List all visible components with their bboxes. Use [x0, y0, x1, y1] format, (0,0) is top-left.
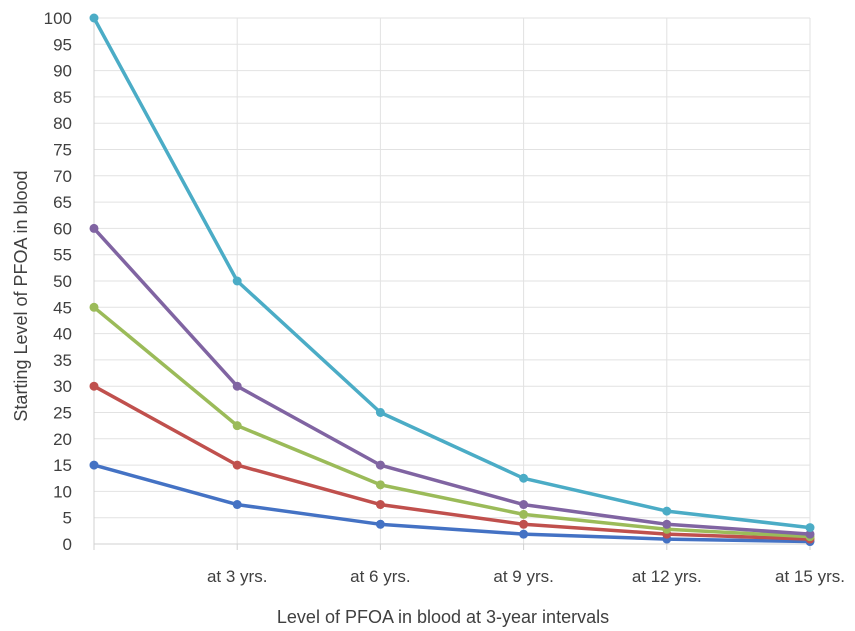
x-tick-label: at 12 yrs.	[632, 567, 702, 586]
data-point	[375, 460, 385, 470]
y-tick-label: 85	[53, 88, 72, 107]
x-axis-ticks: at 3 yrs. at 6 yrs. at 9 yrs. at 12 yrs. at …	[93, 544, 845, 586]
x-tick-label: at 6 yrs.	[350, 567, 410, 586]
data-point	[519, 500, 529, 510]
series-line	[92, 305, 812, 539]
data-point	[805, 529, 815, 539]
y-axis-ticks: 0 5 10 15 20 25 30 35 40 45 50 55 60 65 70 75 80 85 90 95 10…	[44, 9, 72, 554]
y-tick-label: 15	[53, 456, 72, 475]
data-point	[519, 509, 529, 519]
data-point	[89, 302, 99, 312]
y-tick-label: 80	[53, 114, 72, 133]
y-tick-label: 100	[44, 9, 72, 28]
y-tick-label: 5	[63, 509, 72, 528]
data-point	[89, 223, 99, 233]
data-point	[89, 460, 99, 470]
y-tick-label: 30	[53, 377, 72, 396]
axes	[93, 18, 810, 545]
series-1	[89, 460, 815, 547]
data-point	[232, 500, 242, 510]
series-3	[89, 302, 815, 542]
grid	[94, 17, 811, 544]
data-point	[232, 460, 242, 470]
data-point	[519, 529, 529, 539]
x-tick-label: at 9 yrs.	[493, 567, 553, 586]
data-point	[662, 519, 672, 529]
series-line	[92, 16, 812, 530]
series-group	[89, 13, 815, 547]
y-tick-label: 20	[53, 430, 72, 449]
series-2	[89, 381, 815, 544]
y-tick-label: 25	[53, 404, 72, 423]
y-tick-label: 95	[53, 35, 72, 54]
data-point	[375, 480, 385, 490]
data-point	[662, 506, 672, 516]
data-point	[375, 500, 385, 510]
data-point	[232, 381, 242, 391]
y-tick-label: 55	[53, 246, 72, 265]
y-tick-label: 10	[53, 482, 72, 501]
y-tick-label: 0	[63, 535, 72, 554]
data-point	[232, 276, 242, 286]
x-tick-label: at 15 yrs.	[775, 567, 845, 586]
series-4	[89, 223, 815, 539]
series-line	[92, 384, 812, 541]
y-tick-label: 45	[53, 298, 72, 317]
data-point	[232, 421, 242, 431]
y-axis-title: Starting Level of PFOA in blood	[11, 170, 31, 421]
series-line	[92, 226, 812, 536]
x-tick-label: at 3 yrs.	[207, 567, 267, 586]
x-axis-title: Level of PFOA in blood at 3-year interva…	[277, 607, 609, 627]
series-5	[89, 13, 815, 533]
data-point	[89, 381, 99, 391]
y-tick-label: 60	[53, 219, 72, 238]
y-tick-label: 65	[53, 193, 72, 212]
data-point	[519, 473, 529, 483]
data-point	[375, 408, 385, 417]
y-tick-label: 40	[53, 325, 72, 344]
y-tick-label: 90	[53, 62, 72, 81]
y-tick-label: 35	[53, 351, 72, 370]
data-point	[375, 519, 385, 529]
y-tick-label: 70	[53, 167, 72, 186]
y-tick-label: 50	[53, 272, 72, 291]
series-line	[92, 463, 812, 544]
data-point	[519, 519, 529, 529]
y-tick-label: 75	[53, 141, 72, 160]
data-point	[89, 13, 99, 23]
data-point	[805, 523, 815, 533]
